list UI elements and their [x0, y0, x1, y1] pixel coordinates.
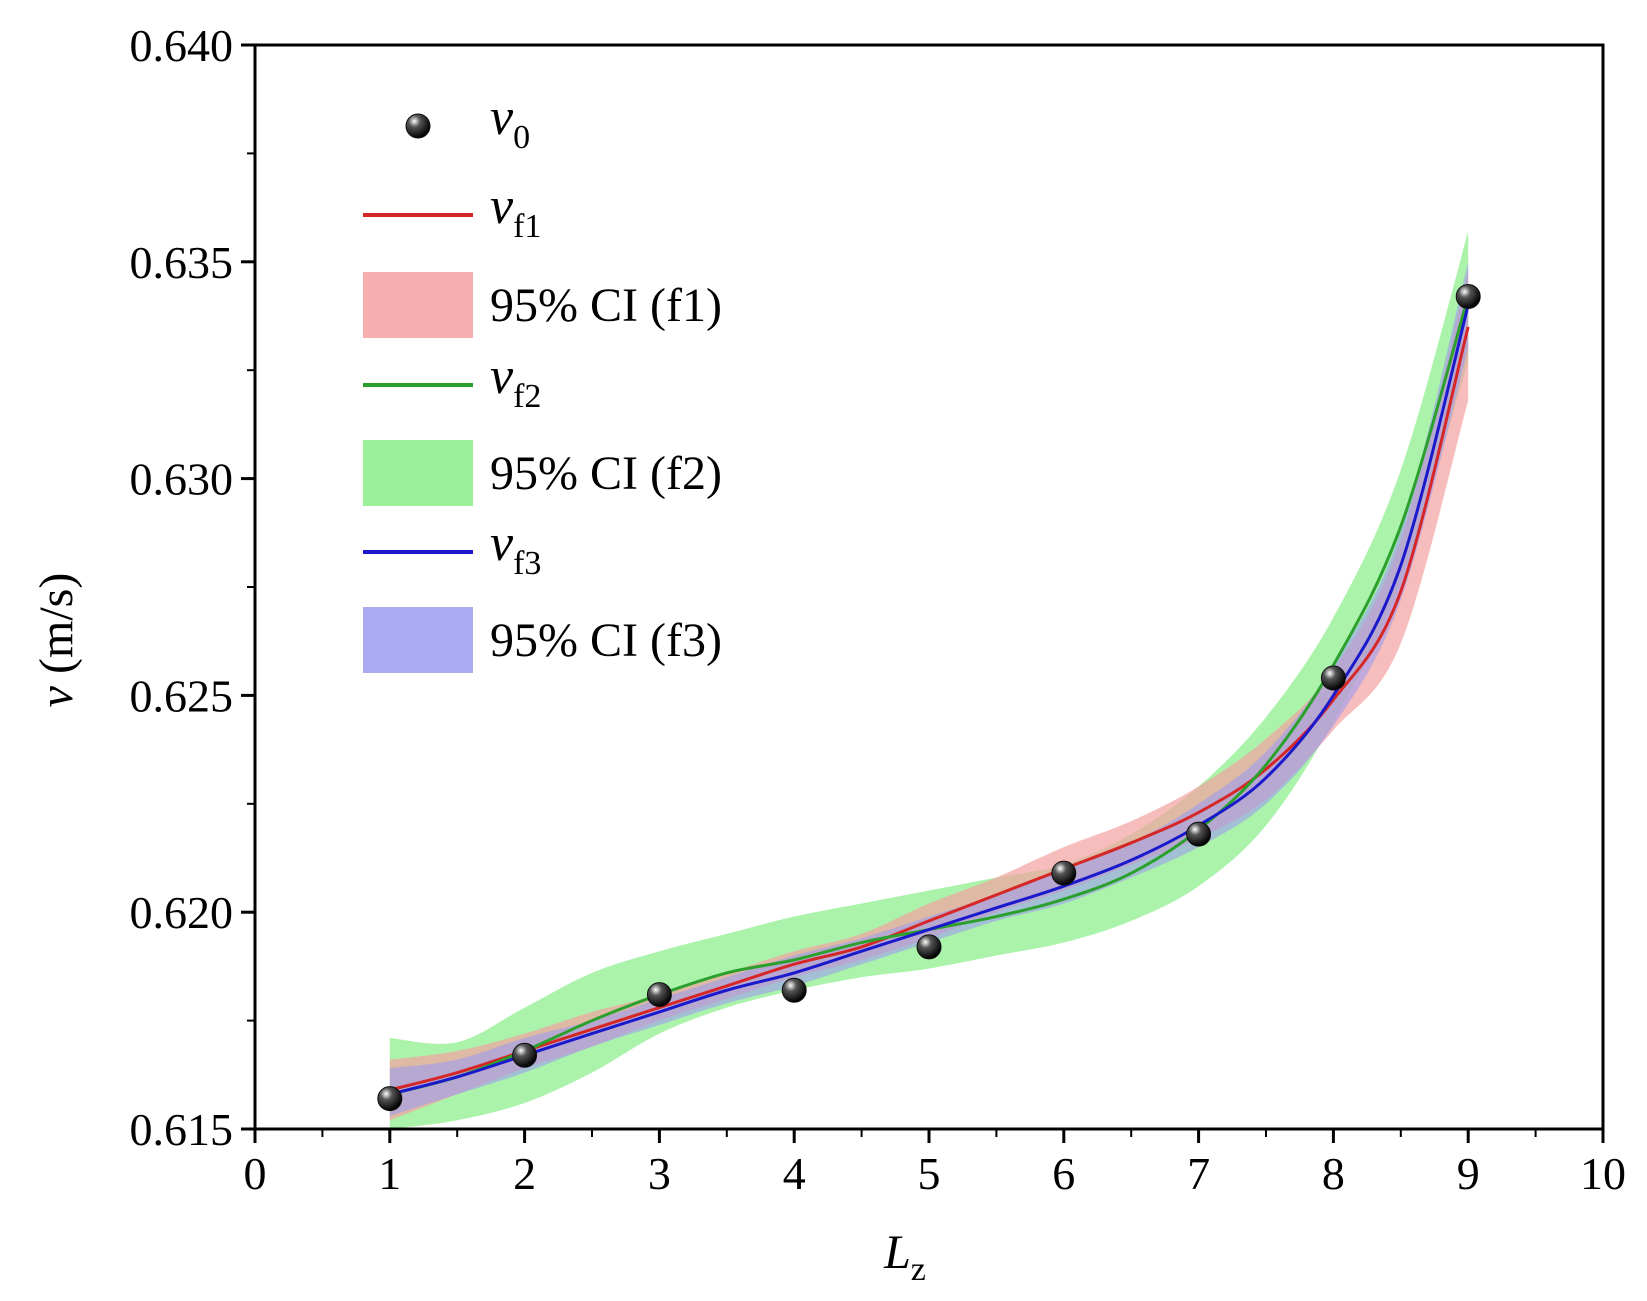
x-tick-label: 2: [513, 1148, 536, 1199]
x-tick-label: 10: [1580, 1148, 1626, 1199]
legend-band-swatch: [363, 440, 473, 506]
y-tick-label: 0.635: [130, 237, 234, 288]
ci-band-vf2: [389, 231, 1469, 1129]
legend-label: 95% CI (f3): [490, 614, 722, 667]
data-point: [1051, 860, 1077, 886]
x-tick-label: 1: [378, 1148, 401, 1199]
data-point: [512, 1042, 538, 1068]
legend: v0 vf1 95% CI (f1) vf2 95% CI (f2) vf3 95% CI …: [363, 89, 722, 673]
x-tick-label: 9: [1457, 1148, 1480, 1199]
data-point: [781, 977, 807, 1003]
fit-line-vf1: [389, 326, 1470, 1092]
data-point: [916, 934, 942, 960]
y-tick-label: 0.640: [130, 20, 234, 71]
fit-line-vf2: [389, 296, 1470, 1096]
data-point: [1320, 665, 1346, 691]
x-axis-ticks: 0 1 2 3 4 5 6 7 8 9 10: [244, 1129, 1626, 1199]
x-tick-label: 6: [1052, 1148, 1075, 1199]
legend-marker: [405, 113, 431, 139]
y-tick-label: 0.620: [130, 887, 234, 938]
data-points: [377, 283, 1481, 1112]
x-tick-label: 4: [783, 1148, 806, 1199]
legend-label: vf3: [490, 515, 541, 582]
legend-band-swatch: [363, 607, 473, 673]
legend-label: 95% CI (f2): [490, 447, 722, 500]
confidence-bands: [389, 231, 1469, 1129]
x-axis-title: Lz: [883, 1226, 926, 1288]
y-axis-ticks: 0.615 0.620 0.625 0.630 0.635 0.640: [130, 20, 255, 1155]
legend-label: v0: [490, 89, 530, 156]
x-tick-label: 0: [244, 1148, 267, 1199]
data-point: [377, 1086, 403, 1112]
legend-label: vf1: [490, 178, 541, 245]
y-tick-label: 0.625: [130, 670, 234, 721]
y-axis-title: v (m/s): [30, 573, 83, 708]
x-tick-label: 8: [1322, 1148, 1345, 1199]
x-tick-label: 5: [918, 1148, 941, 1199]
legend-label: vf2: [490, 348, 541, 415]
data-point: [646, 982, 672, 1008]
x-tick-label: 3: [648, 1148, 671, 1199]
legend-label: 95% CI (f1): [490, 279, 722, 332]
y-tick-label: 0.630: [130, 454, 234, 505]
data-point: [1455, 283, 1481, 309]
y-tick-label: 0.615: [130, 1104, 234, 1155]
legend-band-swatch: [363, 272, 473, 338]
x-tick-label: 7: [1187, 1148, 1210, 1199]
data-point: [1186, 821, 1212, 847]
